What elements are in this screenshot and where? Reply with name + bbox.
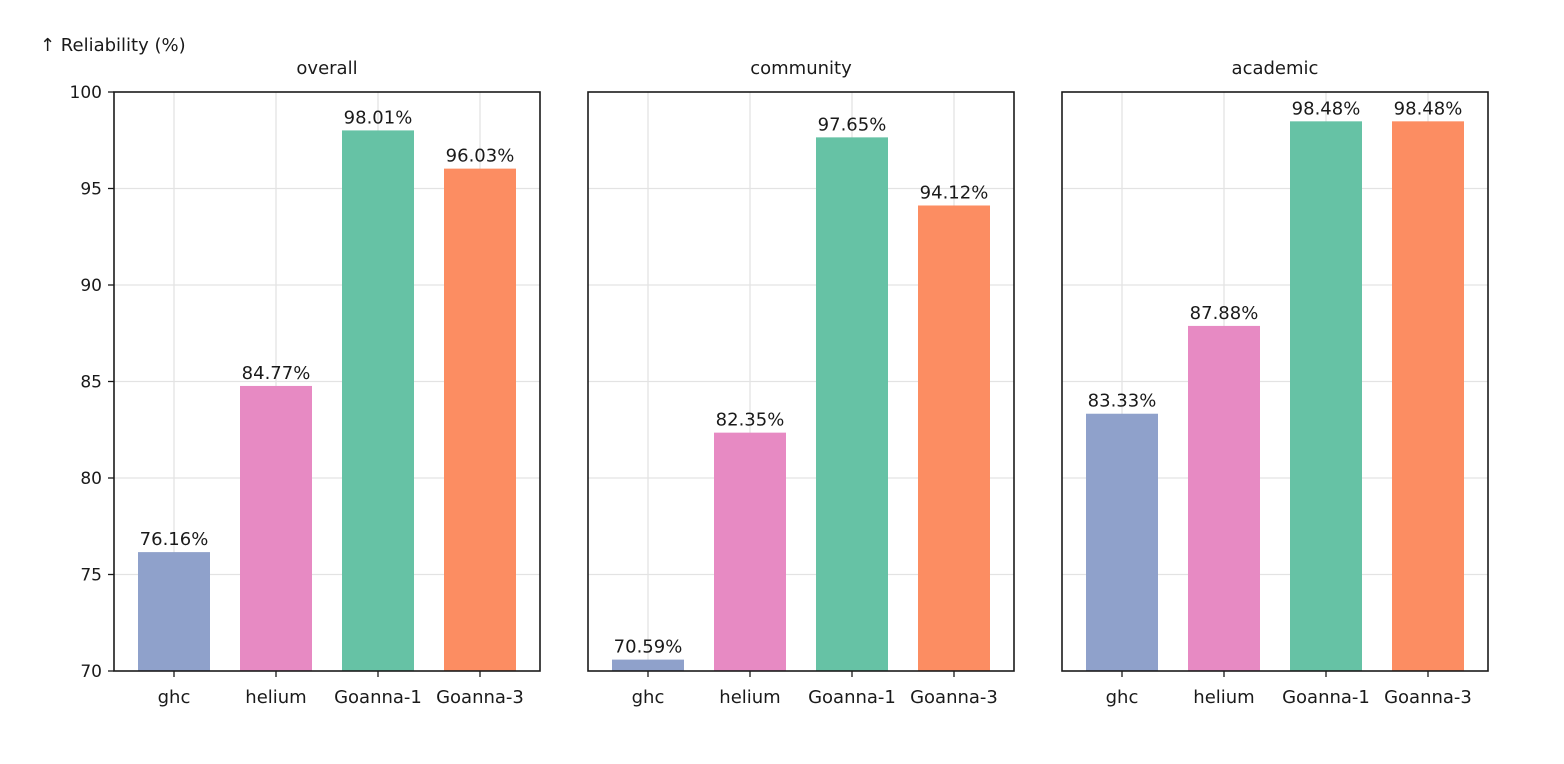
- bar-Goanna-3: [1392, 121, 1464, 671]
- bar-Goanna-1: [1290, 121, 1362, 671]
- panel-title: community: [750, 58, 852, 79]
- bar-Goanna-1: [816, 137, 888, 672]
- bar-helium: [240, 385, 312, 671]
- x-tick-label: Goanna-3: [1384, 687, 1472, 708]
- panel-community: community 70.59% 82.35% 97.65% 94.12% ghc heli…: [587, 58, 1015, 708]
- panel-frame: [1061, 91, 1489, 672]
- bar-ghc: [138, 552, 210, 671]
- x-tick-label: ghc: [632, 687, 665, 708]
- x-tick-label: ghc: [158, 687, 191, 708]
- bar-Goanna-1: [342, 130, 414, 672]
- panel-title: academic: [1232, 58, 1319, 79]
- x-tick-label: Goanna-3: [910, 687, 998, 708]
- y-tick-label: 100: [70, 83, 102, 103]
- bar-Goanna-3: [918, 205, 990, 671]
- panel-overall: overall 76.16% 84.77% 98.01% 96.03% ghc helium…: [70, 58, 541, 708]
- data-label: 84.77%: [242, 363, 311, 384]
- panel-academic: academic 83.33% 87.88% 98.48% 98.48% ghc heliu…: [1061, 58, 1489, 708]
- data-label: 98.48%: [1292, 98, 1361, 119]
- bar-helium: [1188, 325, 1260, 671]
- panel-frame: [587, 91, 1015, 672]
- x-tick-label: helium: [1193, 687, 1254, 708]
- y-tick-label: 70: [80, 662, 102, 682]
- data-label: 70.59%: [614, 637, 683, 658]
- bar-helium: [714, 432, 786, 671]
- x-tick-label: Goanna-1: [334, 687, 422, 708]
- y-tick-label: 90: [80, 276, 102, 296]
- data-label: 97.65%: [818, 114, 887, 135]
- data-label: 94.12%: [920, 182, 989, 203]
- y-axis-label: ↑ Reliability (%): [40, 35, 186, 56]
- data-label: 83.33%: [1088, 391, 1157, 412]
- bar-ghc: [1086, 413, 1158, 671]
- x-tick-label: Goanna-1: [1282, 687, 1370, 708]
- y-tick-label: 95: [80, 180, 102, 200]
- data-label: 76.16%: [140, 529, 209, 550]
- data-label: 96.03%: [446, 146, 515, 167]
- data-label: 98.01%: [344, 107, 413, 128]
- y-tick-label: 80: [80, 469, 102, 489]
- y-tick-label: 75: [80, 566, 102, 586]
- x-tick-label: helium: [719, 687, 780, 708]
- x-tick-label: Goanna-3: [436, 687, 524, 708]
- x-tick-label: helium: [245, 687, 306, 708]
- x-tick-label: ghc: [1106, 687, 1139, 708]
- x-tick-label: Goanna-1: [808, 687, 896, 708]
- data-label: 82.35%: [716, 410, 785, 431]
- panel-title: overall: [296, 58, 357, 79]
- y-tick-label: 85: [80, 373, 102, 393]
- bar-Goanna-3: [444, 168, 516, 671]
- data-label: 98.48%: [1394, 98, 1463, 119]
- data-label: 87.88%: [1190, 303, 1259, 324]
- bar-ghc: [612, 659, 684, 671]
- chart-panels: overall 76.16% 84.77% 98.01% 96.03% ghc helium…: [70, 58, 1489, 708]
